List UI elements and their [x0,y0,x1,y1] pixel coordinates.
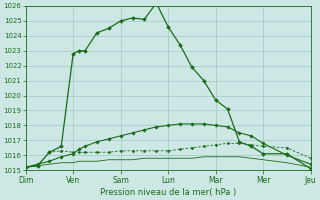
X-axis label: Pression niveau de la mer( hPa ): Pression niveau de la mer( hPa ) [100,188,236,197]
